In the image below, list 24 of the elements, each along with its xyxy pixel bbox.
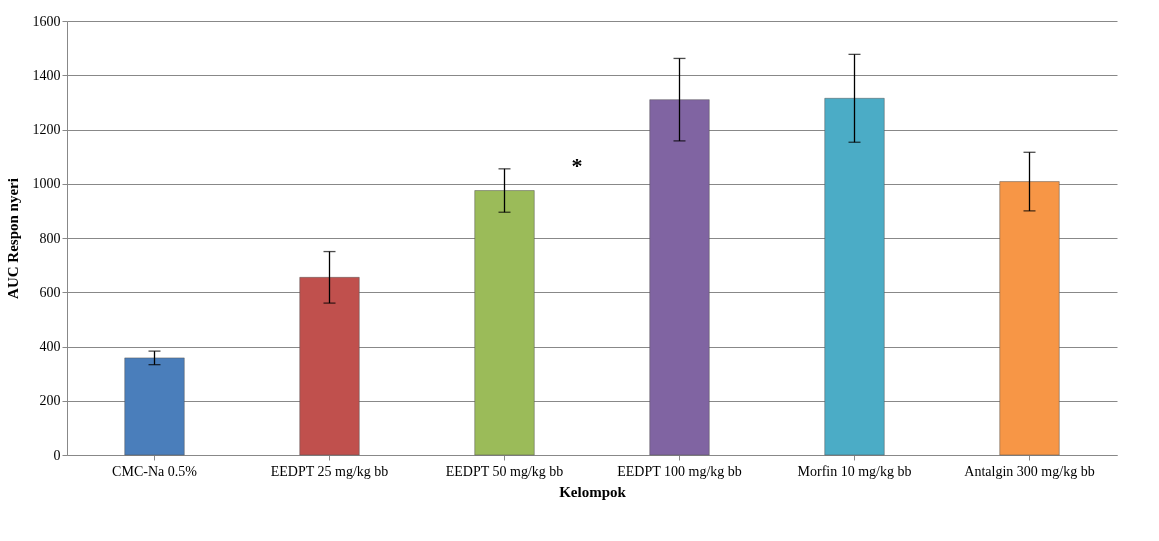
y-axis-title: AUC Respon nyeri: [4, 178, 21, 299]
bar: [124, 357, 185, 456]
bar: [999, 181, 1060, 456]
y-tick-label: 400: [39, 339, 61, 354]
annotation: *: [571, 153, 583, 178]
x-tick-label: EEDPT 100 mg/kg bb: [617, 463, 742, 479]
y-tick-label: 0: [53, 447, 61, 463]
bar: [649, 99, 710, 456]
x-tick-label: EEDPT 50 mg/kg bb: [445, 463, 564, 479]
y-tick-label: 1600: [32, 13, 61, 29]
y-tick-label: 600: [39, 284, 61, 300]
x-tick-label: EEDPT 25 mg/kg bb: [270, 463, 389, 479]
y-tick-label: 1400: [32, 67, 61, 83]
x-tick-label: Morfin 10 mg/kg bb: [797, 463, 912, 479]
x-axis-title: Kelompok: [559, 483, 627, 500]
bar: [824, 98, 885, 456]
y-tick-label: 1200: [32, 122, 61, 137]
bar: [474, 190, 535, 456]
y-tick-label: 800: [39, 230, 61, 246]
y-tick-label: 200: [39, 393, 61, 409]
bar: [299, 277, 360, 456]
x-tick-label: Antalgin 300 mg/kg bb: [964, 463, 1095, 479]
y-tick-label: 1000: [32, 176, 61, 192]
x-tick-label: CMC-Na 0.5%: [112, 463, 198, 479]
